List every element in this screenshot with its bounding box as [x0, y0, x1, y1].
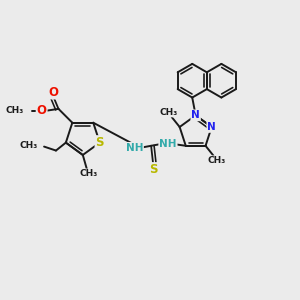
Text: CH₃: CH₃	[207, 156, 226, 165]
Text: CH₃: CH₃	[6, 106, 24, 115]
Text: N: N	[191, 110, 200, 120]
Text: NH: NH	[159, 139, 177, 149]
Text: CH₃: CH₃	[160, 108, 178, 117]
Text: NH: NH	[125, 143, 143, 153]
Text: O: O	[37, 104, 46, 117]
Text: CH₃: CH₃	[80, 169, 98, 178]
Text: S: S	[95, 136, 104, 149]
Text: O: O	[49, 85, 58, 98]
Text: S: S	[149, 163, 157, 176]
Text: N: N	[207, 122, 216, 132]
Text: CH₃: CH₃	[20, 141, 38, 150]
